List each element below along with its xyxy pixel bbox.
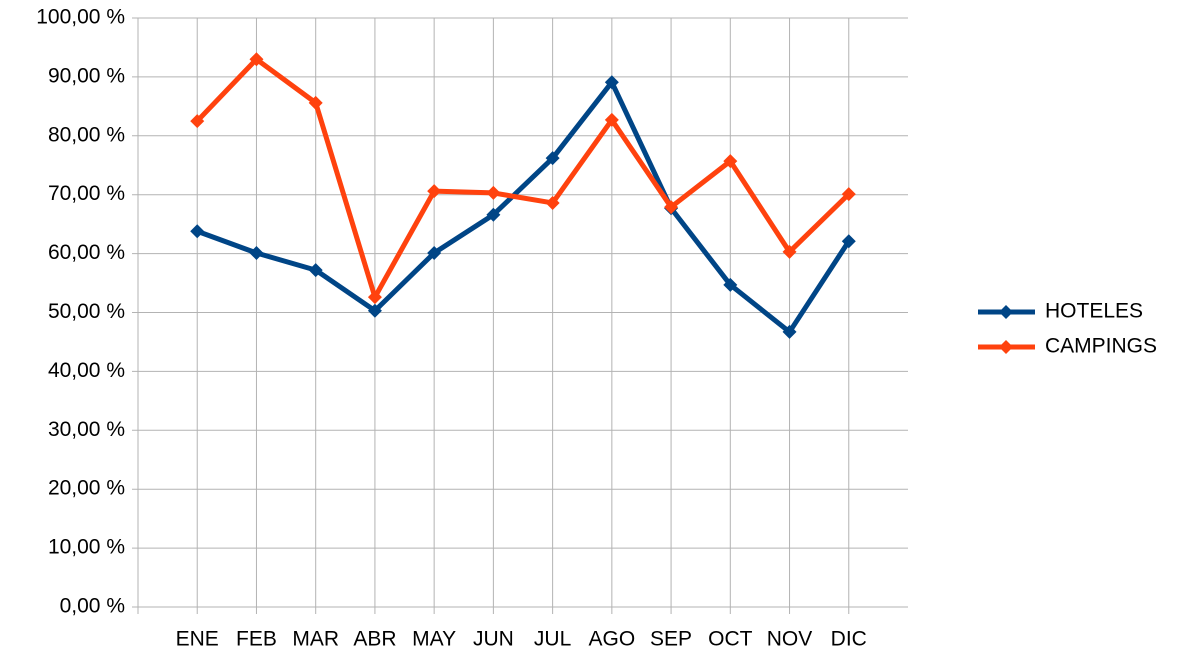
series-line [195, 56, 851, 300]
legend-label: HOTELES [1045, 300, 1143, 323]
x-tick-label: AGO [589, 628, 636, 651]
y-tick-label: 100,00 % [36, 6, 125, 29]
x-tick-label: NOV [767, 628, 813, 651]
legend-marker [999, 305, 1013, 319]
data-point [190, 224, 205, 239]
y-tick-label: 0,00 % [60, 595, 125, 618]
x-tick-label: MAY [412, 628, 456, 651]
data-point [545, 151, 560, 166]
series-line [196, 79, 851, 335]
data-point [367, 303, 382, 318]
y-tick-label: 60,00 % [48, 241, 125, 264]
data-point [723, 277, 738, 292]
data-point [249, 246, 264, 261]
x-tick-label: JUL [534, 628, 571, 651]
data-point [486, 207, 501, 222]
data-point [249, 52, 264, 67]
y-tick-label: 80,00 % [48, 123, 125, 146]
y-tick-label: 50,00 % [48, 300, 125, 323]
data-point [782, 244, 797, 259]
x-tick-label: JUN [473, 628, 514, 651]
data-point [782, 324, 797, 339]
data-point [841, 234, 856, 249]
data-point [427, 184, 442, 199]
data-point [308, 95, 323, 110]
x-tick-label: DIC [831, 628, 867, 651]
y-tick-label: 20,00 % [48, 477, 125, 500]
y-tick-label: 40,00 % [48, 359, 125, 382]
x-tick-label: SEP [650, 628, 692, 651]
x-tick-label: OCT [708, 628, 753, 651]
x-tick-label: ABR [353, 628, 396, 651]
data-point [604, 112, 619, 127]
legend-label: CAMPINGS [1045, 335, 1157, 358]
data-point [545, 195, 560, 210]
x-tick-label: MAR [292, 628, 339, 651]
data-point [367, 290, 382, 305]
y-tick-label: 70,00 % [48, 182, 125, 205]
data-point [841, 187, 856, 202]
y-tick-label: 10,00 % [48, 536, 125, 559]
data-point [664, 200, 679, 215]
data-point [486, 185, 501, 200]
x-tick-label: FEB [236, 628, 277, 651]
data-point [308, 263, 323, 278]
data-point [427, 246, 442, 261]
y-tick-label: 90,00 % [48, 64, 125, 87]
data-point [190, 114, 205, 129]
legend-marker [999, 340, 1013, 354]
data-point [604, 75, 619, 90]
x-tick-label: ENE [176, 628, 219, 651]
y-tick-label: 30,00 % [48, 418, 125, 441]
data-point [723, 154, 738, 169]
